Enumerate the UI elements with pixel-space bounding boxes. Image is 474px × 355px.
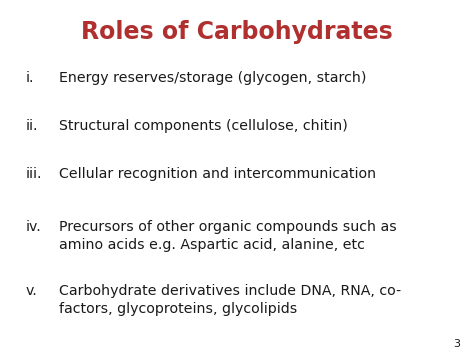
Text: Roles of Carbohydrates: Roles of Carbohydrates: [81, 20, 393, 44]
Text: Cellular recognition and intercommunication: Cellular recognition and intercommunicat…: [59, 167, 376, 181]
Text: i.: i.: [26, 71, 35, 85]
Text: 3: 3: [453, 339, 460, 349]
Text: v.: v.: [26, 284, 38, 298]
Text: Energy reserves/storage (glycogen, starch): Energy reserves/storage (glycogen, starc…: [59, 71, 366, 85]
Text: Structural components (cellulose, chitin): Structural components (cellulose, chitin…: [59, 119, 348, 133]
Text: Precursors of other organic compounds such as
amino acids e.g. Aspartic acid, al: Precursors of other organic compounds su…: [59, 220, 397, 252]
Text: iv.: iv.: [26, 220, 42, 234]
Text: iii.: iii.: [26, 167, 43, 181]
Text: ii.: ii.: [26, 119, 38, 133]
Text: Carbohydrate derivatives include DNA, RNA, co-
factors, glycoproteins, glycolipi: Carbohydrate derivatives include DNA, RN…: [59, 284, 401, 316]
